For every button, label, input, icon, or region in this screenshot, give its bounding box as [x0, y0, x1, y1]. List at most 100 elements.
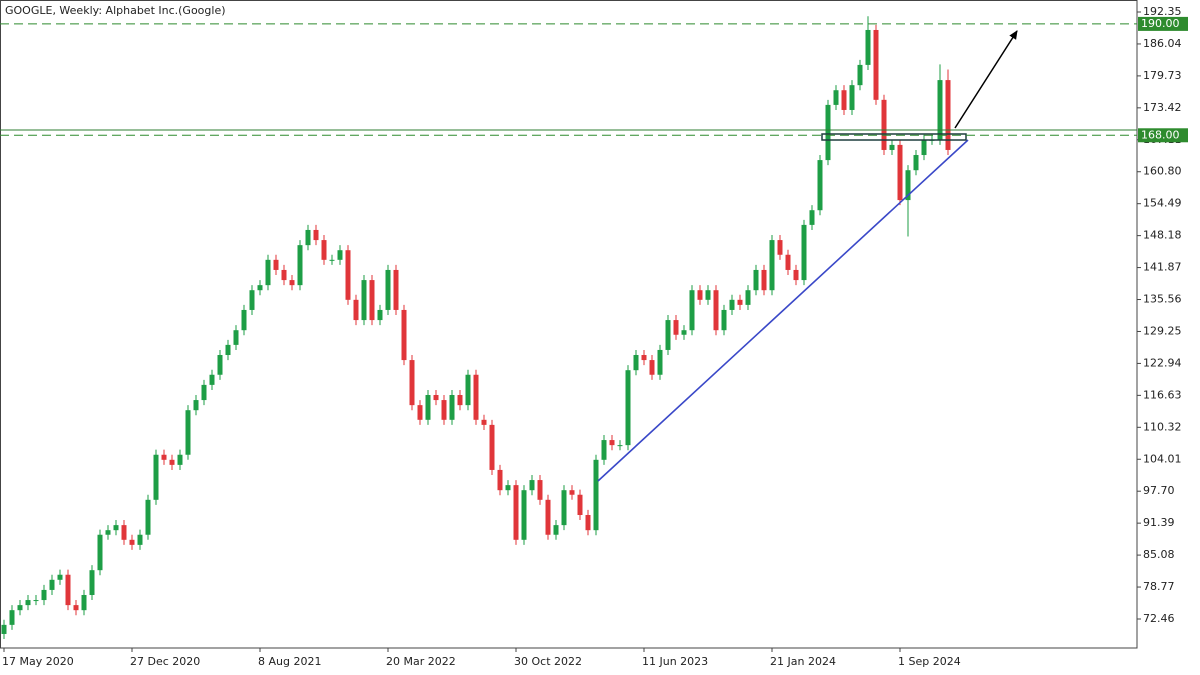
candle-body — [753, 269, 759, 291]
candle-body — [881, 99, 887, 150]
candle-body — [601, 440, 607, 460]
candle-body — [153, 454, 159, 500]
candle-body — [721, 309, 727, 331]
candle-body — [521, 490, 527, 540]
candle-body — [33, 600, 39, 602]
candle-body — [737, 299, 743, 305]
candle-body — [505, 485, 511, 491]
candle-body — [857, 64, 863, 86]
candle-body — [273, 259, 279, 270]
candle-body — [793, 269, 799, 281]
zone-box — [821, 133, 967, 141]
candle-body — [801, 224, 807, 281]
candle-body — [401, 309, 407, 361]
x-tick-label: 20 Mar 2022 — [386, 655, 456, 668]
candle-body — [193, 400, 199, 411]
candle-body — [17, 605, 23, 611]
candle-body — [225, 344, 231, 356]
candle-body — [97, 534, 103, 571]
candle-body — [57, 574, 63, 580]
candle-body — [385, 269, 391, 310]
level-tag — [1138, 128, 1188, 143]
candle-body — [529, 480, 535, 491]
y-tick-label: 129.25 — [1143, 324, 1182, 337]
candle-body — [673, 320, 679, 335]
candle-body — [937, 80, 943, 140]
x-tick-label: 30 Oct 2022 — [514, 655, 582, 668]
candle-body — [865, 29, 871, 65]
projection-arrow — [954, 30, 1018, 129]
candle-body — [497, 469, 503, 491]
x-tick-label: 27 Dec 2020 — [130, 655, 200, 668]
candle-body — [289, 280, 295, 286]
candle-body — [729, 299, 735, 310]
x-tick-label: 21 Jan 2024 — [770, 655, 836, 668]
candle-body — [233, 330, 239, 345]
x-tick-label: 1 Sep 2024 — [898, 655, 961, 668]
candle-body — [161, 454, 167, 460]
y-tick-label: 91.39 — [1143, 516, 1175, 529]
candle-body — [25, 600, 31, 606]
y-tick-label: 110.32 — [1143, 420, 1182, 433]
candle-body — [425, 395, 431, 420]
candle-body — [65, 574, 71, 606]
candle-body — [257, 285, 263, 291]
candle-body — [761, 269, 767, 291]
candle-body — [657, 349, 663, 375]
candle-body — [265, 259, 271, 286]
candle-body — [465, 374, 471, 406]
candle-body — [481, 419, 487, 425]
candle-body — [89, 570, 95, 595]
candle-body — [633, 355, 639, 371]
candle-body — [49, 579, 55, 590]
y-tick-label: 116.63 — [1143, 388, 1182, 401]
candle-body — [305, 229, 311, 246]
candle-body — [337, 250, 343, 260]
candle-body — [745, 290, 751, 305]
candle-body — [169, 459, 175, 465]
candle-body — [433, 395, 439, 401]
candle-body — [809, 210, 815, 225]
candle-body — [361, 280, 367, 321]
candle-body — [489, 424, 495, 470]
candle-body — [561, 490, 567, 526]
candle-body — [201, 384, 207, 401]
y-tick-label: 141.87 — [1143, 261, 1182, 274]
candle-body — [321, 240, 327, 260]
candle-body — [137, 534, 143, 545]
candle-body — [9, 610, 15, 625]
candle-body — [689, 290, 695, 331]
x-tick-label: 11 Jun 2023 — [642, 655, 708, 668]
candle-body — [817, 160, 823, 211]
candle-body — [105, 530, 111, 535]
candle-body — [921, 139, 927, 156]
trend-line — [597, 139, 969, 482]
candle-body — [913, 155, 919, 171]
y-tick-label: 122.94 — [1143, 356, 1182, 369]
candle-body — [1, 624, 7, 634]
candle-body — [905, 170, 911, 201]
candle-body — [457, 395, 463, 406]
candle-body — [441, 400, 447, 420]
candle-body — [329, 259, 335, 261]
candle-body — [889, 144, 895, 150]
candle-body — [281, 269, 287, 281]
candle-body — [473, 374, 479, 420]
candle-body — [113, 525, 119, 531]
candle-body — [649, 360, 655, 375]
candle-body — [297, 245, 303, 286]
candle-body — [769, 240, 775, 291]
y-tick-label: 72.46 — [1143, 612, 1175, 625]
candle-body — [841, 90, 847, 110]
y-tick-label: 173.42 — [1143, 101, 1182, 114]
level-label: 168.00 — [1141, 128, 1180, 141]
candle-body — [313, 229, 319, 241]
y-tick-label: 148.18 — [1143, 229, 1182, 242]
y-tick-label: 78.77 — [1143, 580, 1175, 593]
y-tick-label: 85.08 — [1143, 548, 1175, 561]
y-tick-label: 135.56 — [1143, 293, 1182, 306]
candle-body — [409, 360, 415, 406]
candle-body — [449, 395, 455, 420]
candle-body — [73, 605, 79, 611]
